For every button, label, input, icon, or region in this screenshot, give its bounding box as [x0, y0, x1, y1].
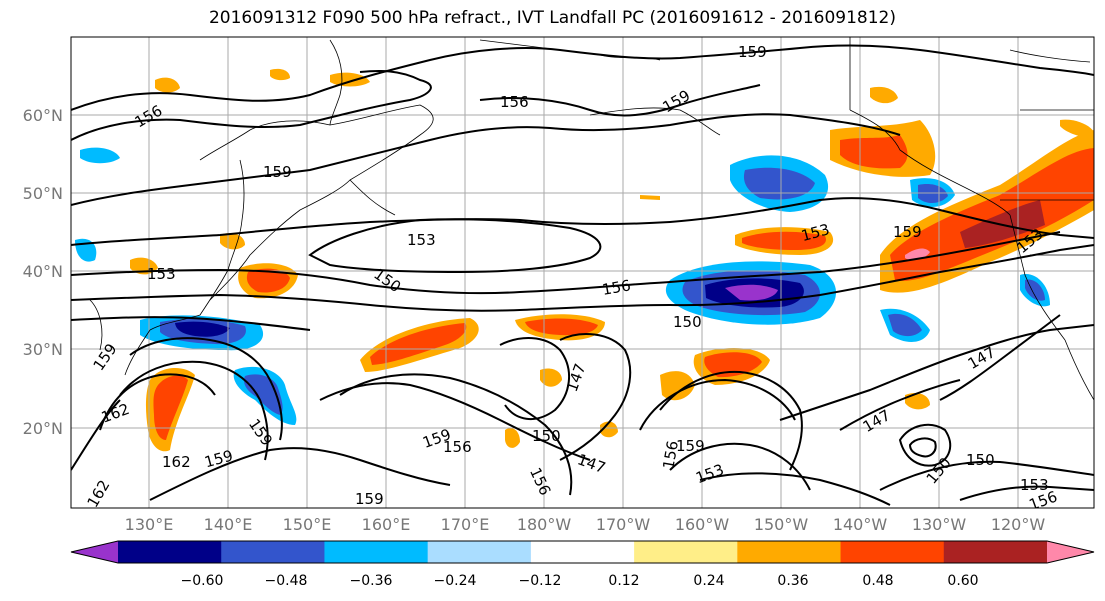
colorbar-tick-label: −0.60: [181, 573, 224, 589]
longitude-labels: 130°E 140°E 150°E 160°E 170°E 180°W 170°…: [125, 515, 1046, 534]
colorbar-tick-label: 0.48: [862, 573, 893, 589]
colorbar-tick-label: −0.12: [519, 573, 562, 589]
contour-label: 150: [673, 313, 702, 331]
colorbar-segment: [737, 541, 842, 563]
lon-label: 130°E: [125, 515, 174, 534]
height-contours: [71, 44, 1094, 506]
map-frame: [70, 36, 1095, 509]
lon-label: 180°W: [517, 515, 572, 534]
colorbar-outline: [70, 540, 1095, 564]
refractivity-shading: [75, 68, 1094, 452]
lat-label: 60°N: [23, 106, 63, 125]
lon-label: 150°E: [283, 515, 332, 534]
lon-label: 130°W: [912, 515, 967, 534]
lat-label: 30°N: [23, 340, 63, 359]
colorbar-ticks: −0.60 −0.48 −0.36 −0.24 −0.12 0.12 0.24 …: [181, 573, 979, 589]
map-title: 2016091312 F090 500 hPa refract., IVT La…: [208, 8, 896, 28]
colorbar-tick-label: 0.24: [693, 573, 724, 589]
contour-label: 156: [443, 438, 472, 456]
colorbar-tick-label: 0.12: [608, 573, 639, 589]
colorbar-segment: [634, 541, 738, 563]
lat-label: 40°N: [23, 262, 63, 281]
lon-label: 160°E: [362, 515, 411, 534]
lon-label: 170°W: [596, 515, 651, 534]
colorbar-segment: [840, 541, 945, 563]
contour-label: 150: [532, 427, 561, 445]
colorbar-tick-label: −0.48: [265, 573, 308, 589]
colorbar-extend-max: [1047, 541, 1094, 563]
colorbar-segment: [427, 541, 532, 563]
lon-label: 150°W: [754, 515, 809, 534]
lon-label: 140°W: [833, 515, 888, 534]
colorbar-segment: [118, 541, 222, 563]
contour-label: 159: [893, 223, 922, 241]
latitude-labels: 60°N 50°N 40°N 30°N 20°N: [23, 106, 63, 438]
contour-label: 156: [500, 93, 529, 111]
colorbar-tick-label: 0.60: [947, 573, 978, 589]
colorbar-segment: [324, 541, 429, 563]
colorbar-tick-label: −0.36: [350, 573, 393, 589]
contour-label: 159: [676, 437, 705, 455]
colorbar-extend-min: [71, 541, 118, 563]
contour-label: 156: [601, 276, 632, 299]
lon-label: 160°W: [675, 515, 730, 534]
contour-label: 156: [659, 439, 682, 470]
colorbar-segment: [943, 541, 1048, 563]
lat-label: 50°N: [23, 184, 63, 203]
contour-label: 153: [1020, 476, 1049, 494]
lon-label: 170°E: [441, 515, 490, 534]
contour-label: 159: [738, 43, 767, 61]
lon-label: 140°E: [204, 515, 253, 534]
contour-label: 159: [355, 490, 384, 508]
contour-label: 153: [147, 265, 176, 283]
colorbar-tick-label: −0.24: [434, 573, 477, 589]
contour-label: 159: [263, 163, 292, 181]
contour-label: 162: [162, 453, 191, 471]
colorbar-segment: [221, 541, 325, 563]
lat-label: 20°N: [23, 419, 63, 438]
colorbar-tick-label: 0.36: [777, 573, 808, 589]
contour-label: 153: [407, 231, 436, 249]
contour-label: 150: [966, 451, 995, 469]
colorbar-segment: [530, 541, 635, 563]
lon-label: 120°W: [991, 515, 1046, 534]
colorbar: [70, 540, 1095, 564]
